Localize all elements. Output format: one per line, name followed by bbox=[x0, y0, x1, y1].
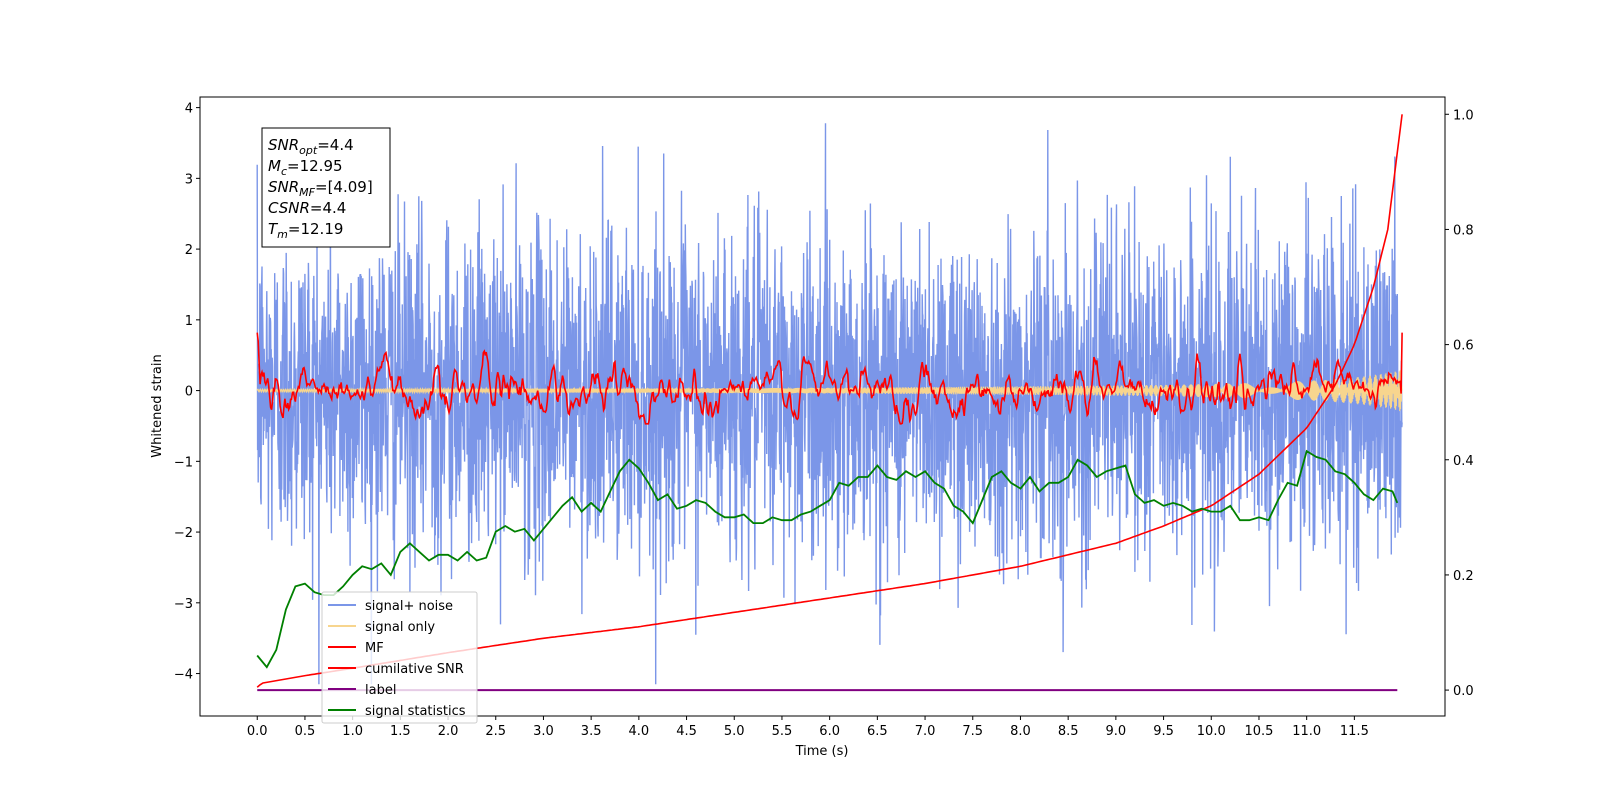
y-tick-label: −3 bbox=[174, 597, 193, 612]
annotation-line: Mc=12.95 bbox=[268, 157, 343, 178]
y-tick-label: 4 bbox=[185, 102, 193, 117]
x-tick-label: 5.0 bbox=[724, 724, 745, 739]
x-tick-label: 11.0 bbox=[1292, 724, 1321, 739]
annotation-line: SNRopt=4.4 bbox=[268, 136, 354, 157]
y-tick-label: 3 bbox=[185, 172, 193, 187]
y-tick-label: 0 bbox=[185, 385, 193, 400]
x-tick-label: 3.5 bbox=[581, 724, 602, 739]
series-mf bbox=[256, 332, 1403, 425]
y-tick-label: 1 bbox=[185, 314, 193, 329]
legend: signal+ noise signal only MF cumilative SNR… bbox=[321, 591, 478, 724]
series-signal-noise bbox=[256, 123, 1403, 685]
x-tick-label: 4.5 bbox=[676, 724, 697, 739]
annotation-line: CSNR=4.4 bbox=[268, 199, 346, 217]
y-axis-label: Whitened strain bbox=[150, 354, 165, 457]
x-tick-label: 0.5 bbox=[295, 724, 316, 739]
x-tick-label: 8.0 bbox=[1010, 724, 1031, 739]
legend-label: MF bbox=[365, 641, 384, 656]
annotation-line: Tm=12.19 bbox=[268, 220, 343, 241]
x-tick-label: 10.5 bbox=[1244, 724, 1273, 739]
y-right-tick-label: 0.0 bbox=[1453, 684, 1474, 699]
x-tick-label: 10.0 bbox=[1197, 724, 1226, 739]
x-axis-label: Time (s) bbox=[795, 744, 849, 759]
annotation-line: SNRMF=[4.09] bbox=[268, 178, 373, 199]
y-right-tick-label: 0.8 bbox=[1453, 223, 1474, 238]
x-tick-label: 0.0 bbox=[247, 724, 268, 739]
series-signal-statistics bbox=[256, 449, 1399, 669]
x-tick-label: 4.0 bbox=[629, 724, 650, 739]
x-tick-label: 7.5 bbox=[962, 724, 983, 739]
x-tick-label: 9.0 bbox=[1106, 724, 1127, 739]
x-tick-label: 2.5 bbox=[485, 724, 506, 739]
x-tick-label: 1.0 bbox=[342, 724, 363, 739]
y-tick-label: 2 bbox=[185, 243, 193, 258]
legend-label: signal only bbox=[365, 620, 435, 635]
y-tick-label: −2 bbox=[174, 526, 193, 541]
y-right-tick-label: 0.2 bbox=[1453, 569, 1474, 584]
legend-label: signal+ noise bbox=[365, 599, 453, 614]
x-tick-label: 6.5 bbox=[867, 724, 888, 739]
x-tick-label: 11.5 bbox=[1340, 724, 1369, 739]
legend-label: signal statistics bbox=[365, 704, 466, 719]
y-right-tick-label: 1.0 bbox=[1453, 108, 1474, 123]
y-tick-label: −1 bbox=[174, 455, 193, 470]
y-right-tick-label: 0.4 bbox=[1453, 454, 1474, 469]
x-tick-label: 8.5 bbox=[1058, 724, 1079, 739]
legend-label: cumilative SNR bbox=[365, 662, 464, 677]
x-tick-label: 6.0 bbox=[819, 724, 840, 739]
x-tick-label: 5.5 bbox=[772, 724, 793, 739]
x-tick-label: 2.0 bbox=[438, 724, 459, 739]
x-tick-label: 7.0 bbox=[915, 724, 936, 739]
y-axis-right: 0.0 0.2 0.4 0.6 0.8 1.0 bbox=[1445, 108, 1474, 699]
x-tick-label: 3.0 bbox=[533, 724, 554, 739]
x-axis: 0.0 0.5 1.0 1.5 2.0 2.5 3.0 3.5 4.0 4.5 5.0 5.5 6.0 6… bbox=[247, 716, 1369, 739]
x-tick-label: 9.5 bbox=[1153, 724, 1174, 739]
x-tick-label: 1.5 bbox=[390, 724, 411, 739]
legend-label: label bbox=[365, 683, 396, 698]
y-axis-left: −4 −3 −2 −1 0 1 2 3 4 bbox=[174, 102, 200, 683]
plot-frame bbox=[199, 96, 1446, 717]
y-tick-label: −4 bbox=[174, 668, 193, 683]
y-right-tick-label: 0.6 bbox=[1453, 339, 1474, 354]
